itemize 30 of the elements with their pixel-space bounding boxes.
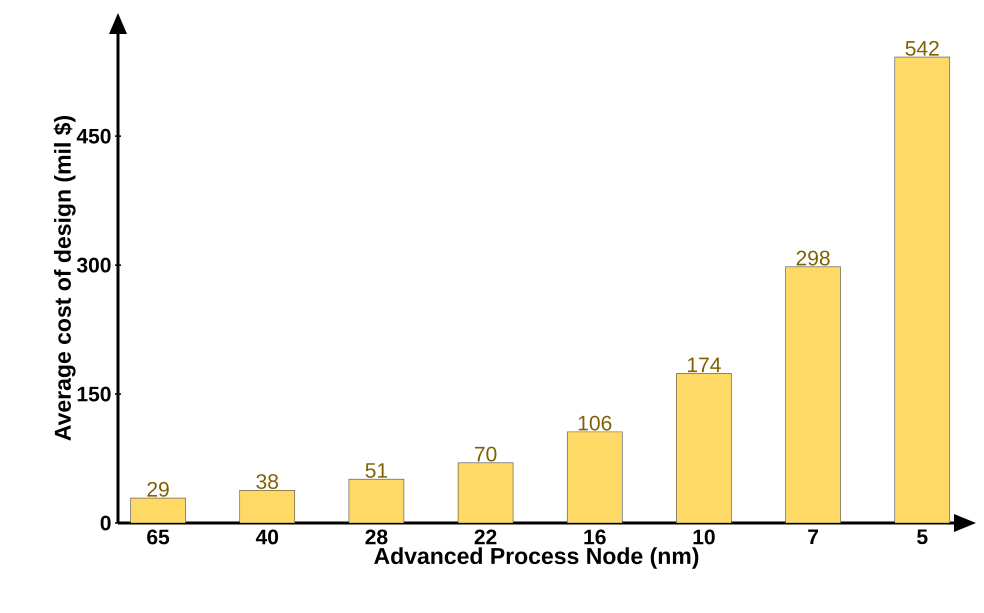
- data-label: 106: [578, 416, 612, 431]
- y-tick-label: 150: [78, 386, 111, 402]
- y-axis-title: Average cost of design (mil $): [54, 116, 76, 441]
- bar: [785, 266, 841, 523]
- x-tick-label: 5: [917, 530, 928, 544]
- data-label: 70: [474, 446, 496, 462]
- x-tick-label: 65: [147, 530, 170, 544]
- data-label: 51: [366, 463, 388, 478]
- x-tick-label: 10: [694, 530, 715, 544]
- x-tick-label: 28: [365, 530, 388, 544]
- y-tick-label: 300: [76, 258, 111, 273]
- x-axis-title: Advanced Process Node (nm): [374, 547, 698, 569]
- bar: [676, 373, 732, 523]
- bar: [566, 432, 623, 523]
- y-tick-label: 0: [100, 516, 111, 530]
- bar: [130, 498, 186, 523]
- data-label: 38: [256, 474, 278, 490]
- bar: [348, 478, 404, 523]
- x-tick-label: 22: [474, 530, 496, 544]
- bar: [894, 56, 950, 523]
- data-label: 542: [906, 40, 939, 56]
- bar: [239, 490, 296, 523]
- x-tick-label: 40: [256, 530, 278, 544]
- bar: [458, 462, 514, 523]
- data-label: 298: [796, 250, 830, 266]
- x-tick-label: 7: [808, 530, 818, 544]
- data-label: 174: [688, 358, 721, 372]
- y-tick-label: 450: [76, 128, 111, 144]
- x-tick-label: 16: [584, 530, 606, 544]
- data-label: 29: [147, 482, 169, 497]
